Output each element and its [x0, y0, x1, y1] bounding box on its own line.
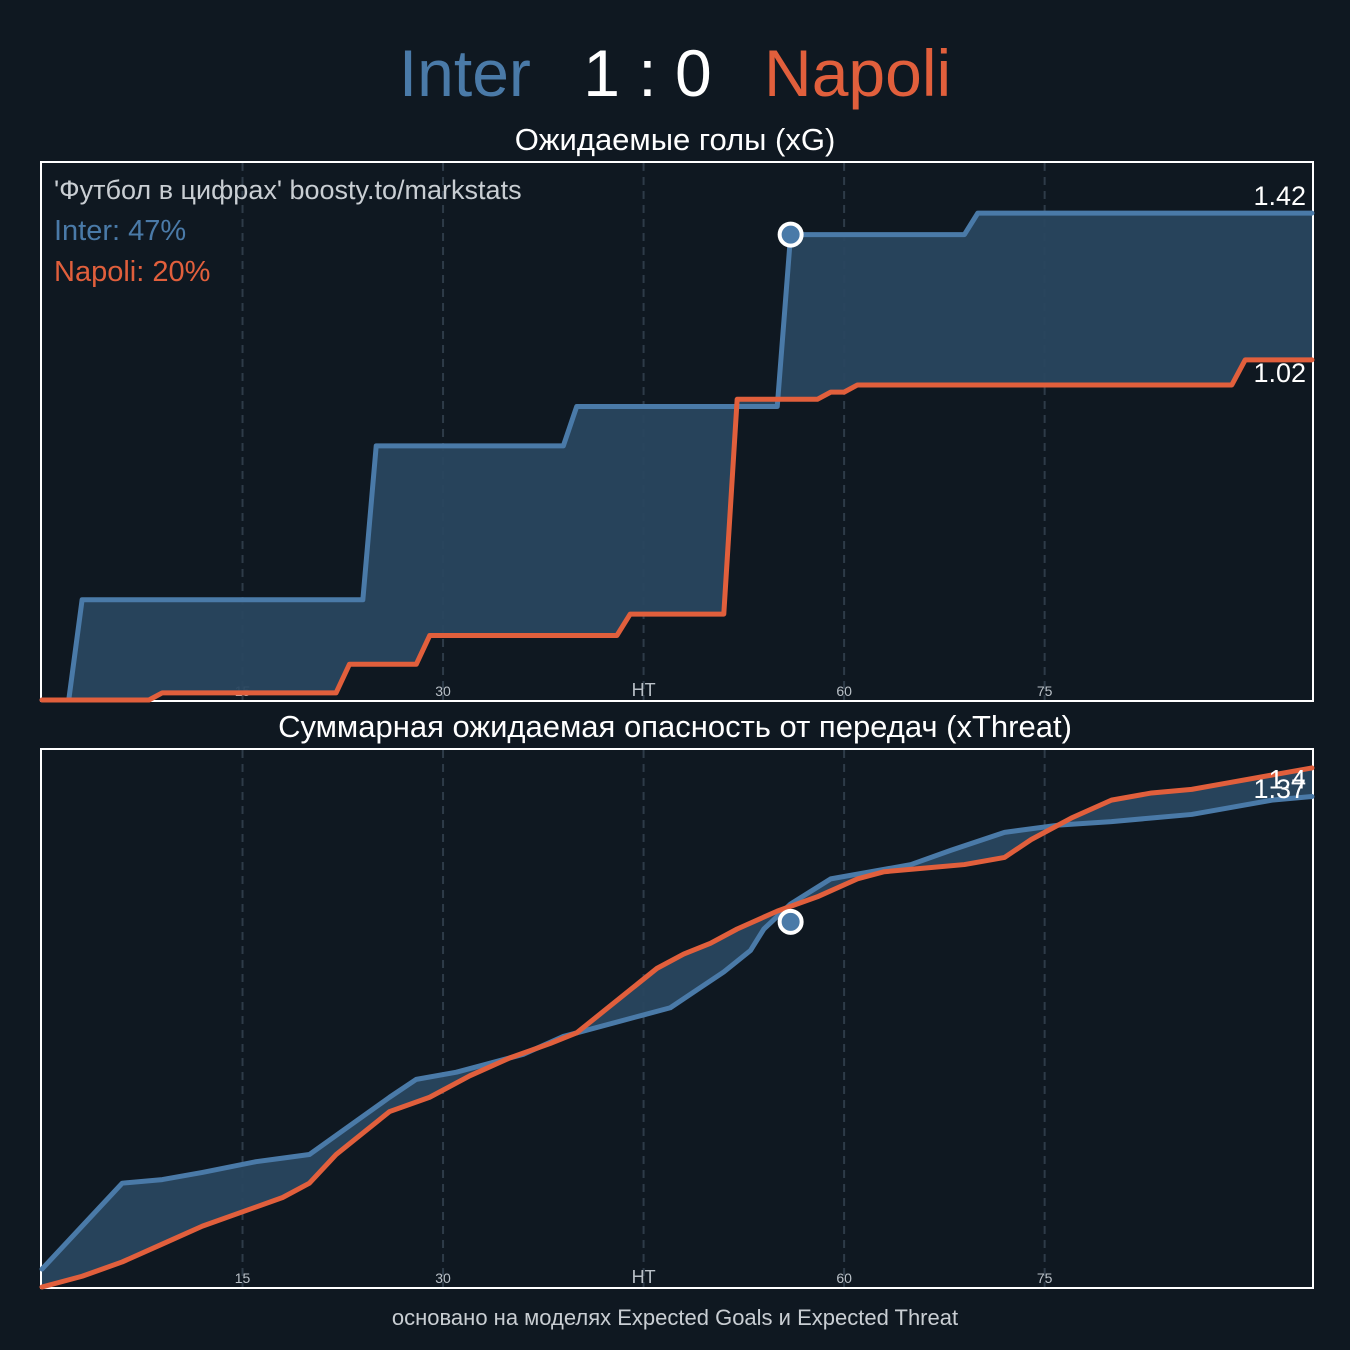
xg-info-box: 'Футбол в цифрах' boosty.to/markstats In…: [54, 170, 522, 293]
footer-note: основано на моделях Expected Goals и Exp…: [391, 1305, 959, 1330]
xg-tick-label: 60: [836, 683, 852, 699]
xt-chart-title: Суммарная ожидаемая опасность от передач…: [278, 709, 1072, 744]
xt-series-line-inter: [39, 794, 1315, 1272]
xt-end-label-inter: 1.4: [1268, 765, 1306, 795]
xt-tick-label: HT: [632, 1267, 656, 1287]
xg-goal-marker: [777, 221, 804, 248]
xg-series-line-inter: [39, 210, 1315, 703]
match-score: 1 : 0: [583, 36, 712, 110]
xt-series-line-napoli: [39, 765, 1315, 1290]
home-win-probability: Inter: 47%: [54, 215, 187, 247]
xg-series-line-napoli: [39, 357, 1315, 703]
xg-tick-label: 30: [435, 683, 451, 699]
home-team-name: Inter: [398, 36, 531, 110]
xg-end-label-napoli: 1.02: [1253, 358, 1306, 388]
xg-tick-label: 75: [1037, 683, 1053, 699]
away-win-probability: Napoli: 20%: [54, 256, 211, 288]
match-header: Inter 1 : 0 Napoli: [0, 28, 1350, 118]
xg-end-label-inter: 1.42: [1253, 181, 1306, 211]
xt-area-fill: [42, 767, 1312, 1287]
xt-end-label-napoli: 1.37: [1253, 774, 1306, 804]
xg-chart-frame: [40, 161, 1314, 702]
xt-goal-marker: [777, 908, 804, 935]
xt-tick-label: 15: [235, 1270, 251, 1286]
xg-tick-label: HT: [632, 680, 656, 700]
xt-plot: 15 30 HT 60 75 1.41.37: [39, 750, 1315, 1290]
away-team-name: Napoli: [764, 36, 952, 110]
xt-tick-label: 30: [435, 1270, 451, 1286]
xt-chart-frame: [40, 748, 1314, 1289]
xt-tick-label: 75: [1037, 1270, 1053, 1286]
credit-text: 'Футбол в цифрах' boosty.to/markstats: [54, 175, 522, 205]
xg-area-fill: [42, 213, 1312, 700]
xt-tick-label: 60: [836, 1270, 852, 1286]
xg-chart-title: Ожидаемые голы (xG): [514, 122, 836, 157]
